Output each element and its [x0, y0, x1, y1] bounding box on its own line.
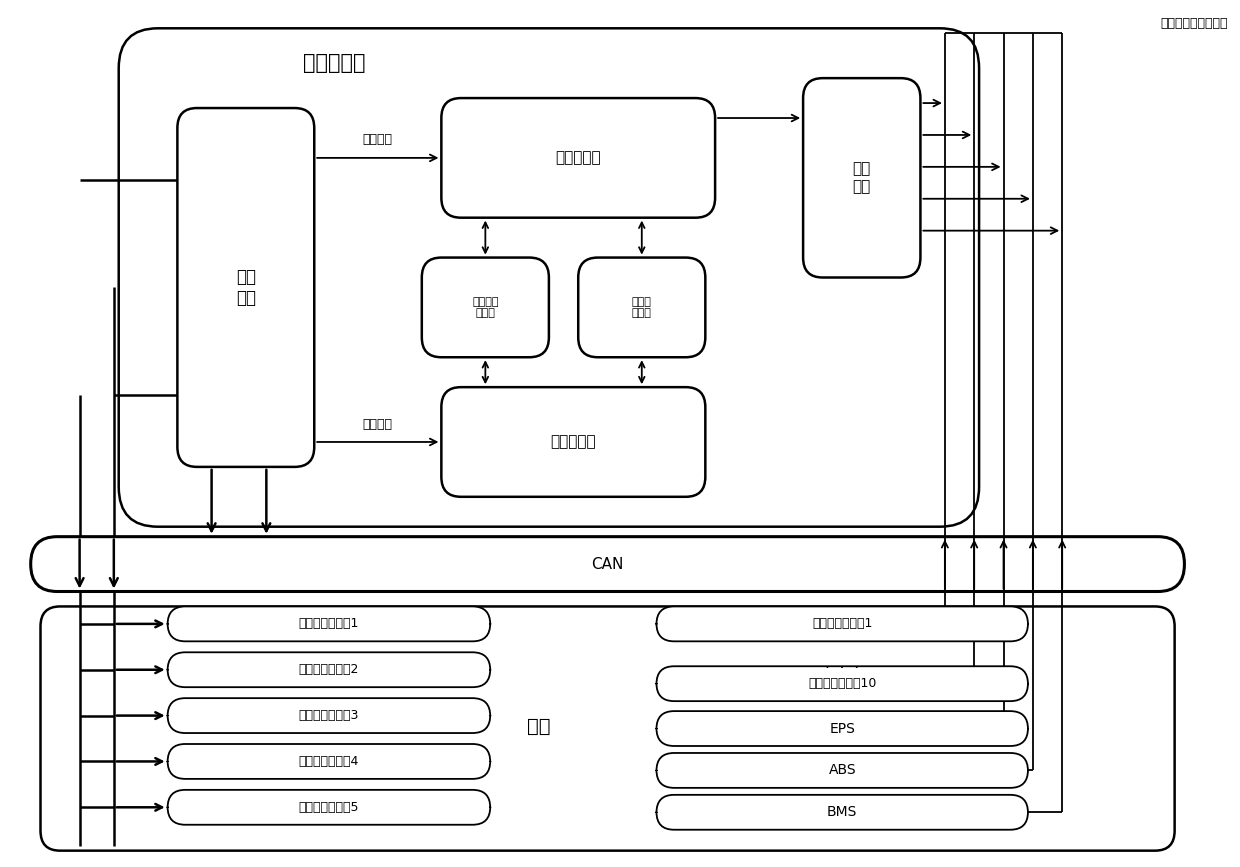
Text: 电机控制器节点5: 电机控制器节点5: [299, 801, 360, 814]
FancyBboxPatch shape: [656, 795, 1028, 830]
FancyBboxPatch shape: [578, 257, 706, 357]
Text: 调度命令: 调度命令: [363, 418, 393, 431]
FancyBboxPatch shape: [656, 711, 1028, 746]
Text: 发送
模块: 发送 模块: [236, 268, 255, 307]
Text: 控制器模块: 控制器模块: [556, 150, 601, 166]
Text: CAN: CAN: [591, 557, 624, 571]
FancyBboxPatch shape: [177, 108, 314, 467]
Text: 轮速传感器节点10: 轮速传感器节点10: [808, 677, 877, 690]
FancyBboxPatch shape: [167, 652, 490, 688]
Text: 轮速传感器节点1: 轮速传感器节点1: [812, 617, 873, 630]
Text: 车辆控制器: 车辆控制器: [303, 53, 365, 73]
FancyBboxPatch shape: [656, 606, 1028, 642]
FancyBboxPatch shape: [167, 698, 490, 733]
Text: 调度器模块: 调度器模块: [551, 434, 596, 449]
Text: EPS: EPS: [830, 721, 856, 735]
Text: 电机控制器节点1: 电机控制器节点1: [299, 617, 360, 630]
FancyBboxPatch shape: [167, 744, 490, 779]
FancyBboxPatch shape: [804, 78, 920, 277]
FancyBboxPatch shape: [119, 29, 980, 526]
Text: 控制命令: 控制命令: [363, 134, 393, 147]
FancyBboxPatch shape: [441, 98, 715, 218]
Text: 电机控制器节点4: 电机控制器节点4: [299, 755, 360, 768]
Text: ABS: ABS: [828, 764, 856, 778]
FancyBboxPatch shape: [41, 606, 1174, 851]
Text: 车辆: 车辆: [527, 716, 551, 735]
Text: 时钟驱
动模块: 时钟驱 动模块: [632, 297, 652, 318]
Text: 加速踏板、转向信号: 加速踏板、转向信号: [1159, 16, 1228, 29]
Text: BMS: BMS: [827, 805, 857, 819]
FancyBboxPatch shape: [656, 666, 1028, 701]
FancyBboxPatch shape: [656, 753, 1028, 788]
FancyBboxPatch shape: [441, 388, 706, 497]
Text: 接收
模块: 接收 模块: [853, 161, 870, 194]
Text: 电机控制器节点2: 电机控制器节点2: [299, 663, 360, 676]
FancyBboxPatch shape: [31, 537, 1184, 591]
Text: ·  ·  ·: · · ·: [825, 661, 859, 675]
FancyBboxPatch shape: [422, 257, 549, 357]
FancyBboxPatch shape: [167, 790, 490, 825]
Text: 调度策略
略模块: 调度策略 略模块: [472, 297, 498, 318]
FancyBboxPatch shape: [167, 606, 490, 642]
Text: 电机控制器节点3: 电机控制器节点3: [299, 709, 360, 722]
